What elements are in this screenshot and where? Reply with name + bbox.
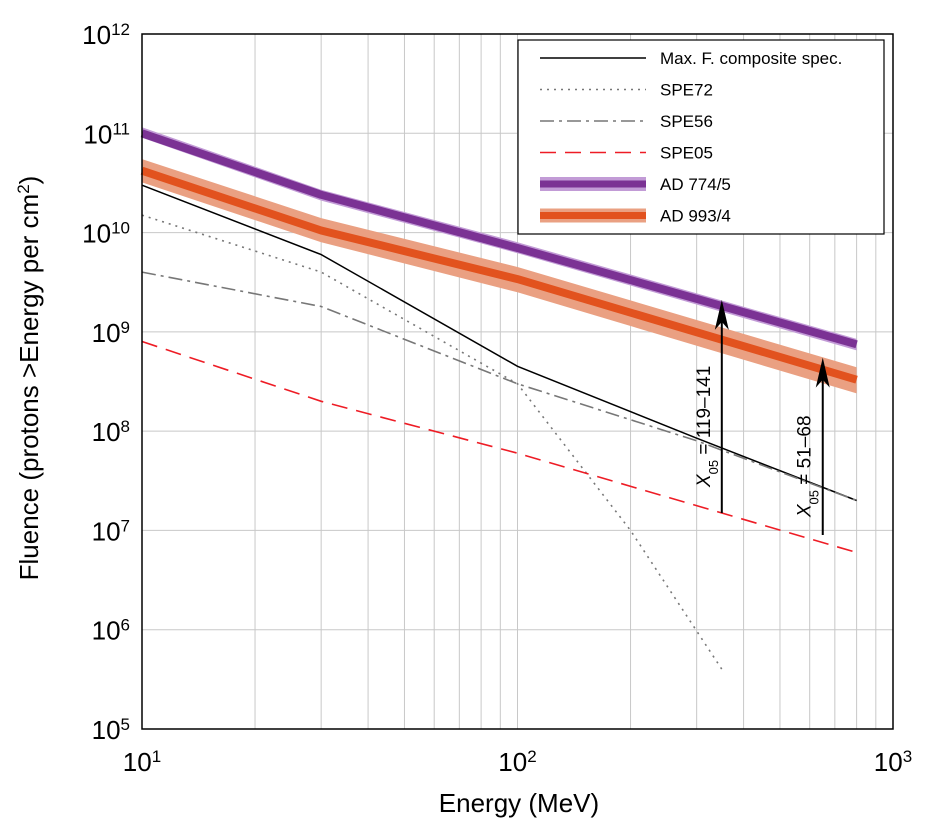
y-tick-base: 10 <box>92 516 121 546</box>
y-tick-label: 107 <box>92 516 130 547</box>
arrow-arrow2-head <box>815 357 830 388</box>
arrow-arrow1-head <box>714 299 729 330</box>
y-tick-base: 10 <box>83 119 112 149</box>
legend-label-spe56: SPE56 <box>660 112 713 131</box>
x-tick-exp: 1 <box>152 747 161 766</box>
x-tick-exp: 3 <box>903 747 912 766</box>
annotation-label-sub: 05 <box>806 490 821 504</box>
x-axis-label: Energy (MeV) <box>439 788 599 818</box>
y-tick-base: 10 <box>92 318 121 348</box>
x-tick-base: 10 <box>123 747 152 777</box>
legend: Max. F. composite spec. SPE72 SPE56 SPE05 AD… <box>517 39 885 235</box>
annotation-label-range: = 119–141 <box>694 366 715 460</box>
y-tick-exp: 8 <box>121 417 130 436</box>
x-tick-label: 102 <box>498 747 536 778</box>
annotation-arrow2-label: X05 = 51–68 <box>795 415 822 518</box>
y-tick-exp: 9 <box>121 317 130 336</box>
annotation-label-var: X <box>795 503 816 518</box>
legend-label-spe72: SPE72 <box>660 81 713 100</box>
x-axis-ticks: 101 102 103 <box>123 747 912 778</box>
y-tick-exp: 11 <box>112 119 130 138</box>
legend-label-spe05: SPE05 <box>660 144 713 163</box>
annotation-arrow1-label: X05 = 119–141 <box>694 366 721 488</box>
y-tick-exp: 6 <box>121 615 130 634</box>
line-series <box>141 184 857 670</box>
x-tick-base: 10 <box>498 747 527 777</box>
y-tick-label: 108 <box>92 417 130 448</box>
y-axis-label: Fluence (protons >Energy per cm2) <box>14 176 45 581</box>
legend-label-maxf: Max. F. composite spec. <box>660 49 842 68</box>
legend-box <box>517 39 885 235</box>
y-tick-base: 10 <box>92 715 121 745</box>
legend-label-ad993: AD 993/4 <box>660 207 731 226</box>
x-tick-label: 101 <box>123 747 161 778</box>
y-tick-base: 10 <box>82 20 111 50</box>
y-tick-exp: 7 <box>121 516 130 535</box>
y-tick-base: 10 <box>92 616 121 646</box>
y-tick-label: 109 <box>92 317 130 348</box>
band-ad993-center <box>140 166 858 384</box>
x-tick-base: 10 <box>874 747 903 777</box>
line-maxf <box>141 184 857 502</box>
annotation-label-sub: 05 <box>705 460 720 474</box>
plot-frame <box>141 33 894 730</box>
x-tick-label: 103 <box>874 747 912 778</box>
line-spe72 <box>141 214 723 670</box>
y-tick-label: 1011 <box>83 119 130 150</box>
y-tick-label: 1010 <box>82 218 130 249</box>
line-spe05 <box>141 340 857 554</box>
y-tick-exp: 5 <box>121 715 130 734</box>
annotation-label-var: X <box>694 473 715 488</box>
y-axis-label-suffix: ) <box>14 176 44 185</box>
x-tick-exp: 2 <box>527 747 536 766</box>
line-spe56 <box>141 271 857 502</box>
y-tick-label: 105 <box>92 715 130 746</box>
legend-label-ad774: AD 774/5 <box>660 175 731 194</box>
y-tick-base: 10 <box>92 417 121 447</box>
annotation-label-range: = 51–68 <box>795 415 816 490</box>
y-tick-label: 106 <box>92 615 130 646</box>
y-tick-base: 10 <box>82 219 111 249</box>
y-tick-exp: 12 <box>111 20 130 39</box>
band-ad774-center <box>140 129 858 349</box>
y-axis-label-prefix: Fluence (protons >Energy per cm <box>14 194 44 581</box>
y-tick-exp: 10 <box>111 218 130 237</box>
y-tick-label: 1012 <box>82 20 130 51</box>
y-axis-label-sup: 2 <box>14 184 33 193</box>
band-series <box>140 127 858 394</box>
